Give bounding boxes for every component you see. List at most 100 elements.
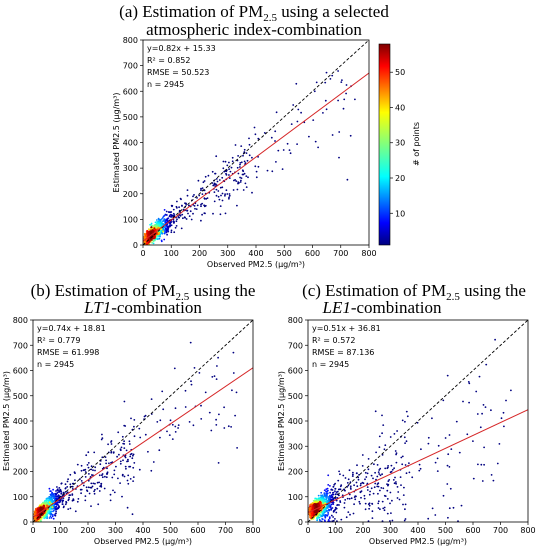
data-point	[166, 430, 168, 433]
data-point	[112, 452, 115, 454]
data-point	[373, 463, 375, 466]
data-point	[296, 143, 298, 146]
data-point	[184, 202, 186, 205]
data-point	[71, 485, 74, 488]
data-point	[450, 448, 453, 450]
data-point	[349, 134, 352, 137]
data-point	[326, 490, 328, 493]
data-point	[405, 472, 408, 475]
data-point	[190, 380, 192, 383]
data-point	[71, 482, 74, 485]
data-point	[338, 131, 341, 133]
data-point	[317, 494, 320, 497]
data-point	[403, 436, 406, 439]
data-point	[274, 140, 276, 142]
colorbar-tick-label: 40	[395, 103, 405, 112]
data-point	[331, 134, 334, 136]
data-point	[221, 176, 224, 179]
data-point	[387, 480, 390, 482]
data-point	[251, 156, 253, 159]
panel-a-title-line2: atmospheric index-combination	[146, 20, 362, 39]
data-point	[343, 506, 346, 509]
data-point	[468, 401, 470, 404]
y-tick-label: 800	[123, 36, 138, 45]
data-point	[335, 511, 338, 514]
y-tick-label: 400	[123, 139, 138, 148]
data-point	[167, 211, 170, 213]
data-point	[51, 514, 54, 516]
data-point	[336, 520, 338, 522]
data-point	[399, 476, 402, 478]
data-point	[101, 473, 104, 475]
data-point	[316, 510, 319, 513]
data-point	[98, 490, 101, 492]
data-point	[334, 490, 336, 492]
data-point	[401, 455, 404, 458]
data-point	[167, 217, 170, 220]
data-point	[339, 488, 342, 491]
data-point	[297, 108, 300, 111]
data-point	[411, 476, 414, 479]
data-point	[217, 190, 220, 192]
y-axis-label: Estimated PM2.5 (μg/m³)	[2, 371, 11, 471]
data-point	[79, 488, 82, 491]
data-point	[239, 163, 241, 166]
data-point	[483, 463, 485, 466]
data-point	[331, 74, 334, 77]
data-point	[342, 474, 345, 477]
data-point	[224, 160, 227, 163]
data-point	[206, 197, 209, 200]
data-point	[329, 504, 331, 506]
data-point	[274, 130, 277, 133]
data-point	[337, 479, 340, 482]
data-point	[219, 186, 222, 189]
data-point	[325, 108, 328, 111]
data-point	[204, 204, 207, 207]
data-point	[340, 518, 343, 521]
data-point	[353, 503, 355, 506]
y-tick-label: 0	[298, 518, 303, 527]
x-tick-label: 200	[355, 526, 370, 535]
data-point	[224, 194, 226, 197]
data-point	[109, 499, 112, 502]
data-point	[53, 497, 56, 499]
data-point	[82, 484, 85, 487]
data-point	[346, 482, 349, 484]
data-point	[296, 120, 299, 123]
data-point	[153, 236, 156, 240]
data-point	[400, 484, 402, 486]
data-point	[330, 508, 333, 511]
data-point	[386, 467, 389, 470]
data-point	[348, 493, 351, 496]
data-point	[34, 510, 37, 513]
data-point	[208, 411, 211, 414]
data-point	[177, 427, 180, 429]
data-point	[69, 483, 72, 486]
data-point	[90, 465, 93, 468]
data-point	[344, 489, 346, 492]
data-point	[46, 517, 48, 520]
data-point	[125, 467, 127, 470]
y-tick-label: 200	[13, 468, 28, 477]
data-point	[324, 99, 327, 102]
data-point	[186, 209, 189, 212]
data-point	[349, 481, 352, 484]
x-tick-label: 100	[328, 526, 343, 535]
data-point	[58, 487, 61, 489]
data-point	[374, 482, 377, 485]
data-point	[317, 515, 320, 517]
data-point	[101, 437, 104, 439]
data-point	[377, 507, 380, 509]
data-point	[215, 418, 218, 421]
data-point	[113, 473, 116, 476]
data-point	[289, 152, 292, 155]
data-point	[228, 168, 231, 171]
data-point	[478, 375, 481, 378]
data-point	[442, 494, 445, 497]
data-point	[330, 507, 333, 510]
data-point	[184, 216, 187, 219]
data-point	[322, 510, 325, 513]
data-point	[196, 204, 199, 207]
data-point	[56, 507, 59, 510]
data-point	[228, 196, 230, 199]
